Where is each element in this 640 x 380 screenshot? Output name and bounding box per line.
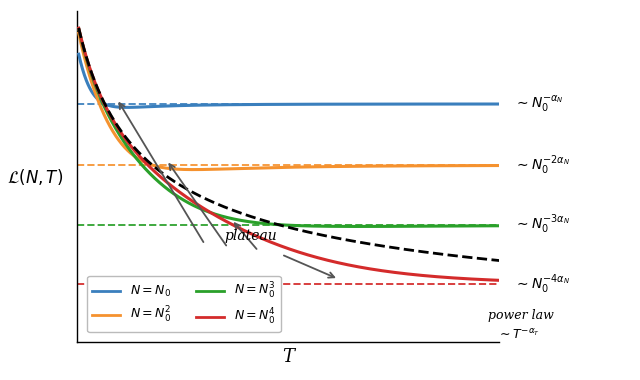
Text: plateau: plateau bbox=[225, 229, 277, 243]
Legend: $N = N_0$, $N = N_0^2$, $N = N_0^3$, $N = N_0^4$: $N = N_0$, $N = N_0^2$, $N = N_0^3$, $N … bbox=[87, 276, 281, 332]
Text: $\sim N_0^{-4\alpha_N}$: $\sim N_0^{-4\alpha_N}$ bbox=[515, 272, 570, 296]
Text: $\sim N_0^{-\alpha_N}$: $\sim N_0^{-\alpha_N}$ bbox=[515, 93, 564, 114]
Y-axis label: $\mathcal{L}(N,T)$: $\mathcal{L}(N,T)$ bbox=[7, 167, 63, 187]
Text: power law: power law bbox=[488, 309, 554, 322]
Text: $\sim T^{-\alpha_T}$: $\sim T^{-\alpha_T}$ bbox=[497, 328, 540, 342]
Text: $\sim N_0^{-3\alpha_N}$: $\sim N_0^{-3\alpha_N}$ bbox=[515, 213, 570, 236]
X-axis label: T: T bbox=[282, 348, 294, 366]
Text: $\sim N_0^{-2\alpha_N}$: $\sim N_0^{-2\alpha_N}$ bbox=[515, 154, 570, 177]
